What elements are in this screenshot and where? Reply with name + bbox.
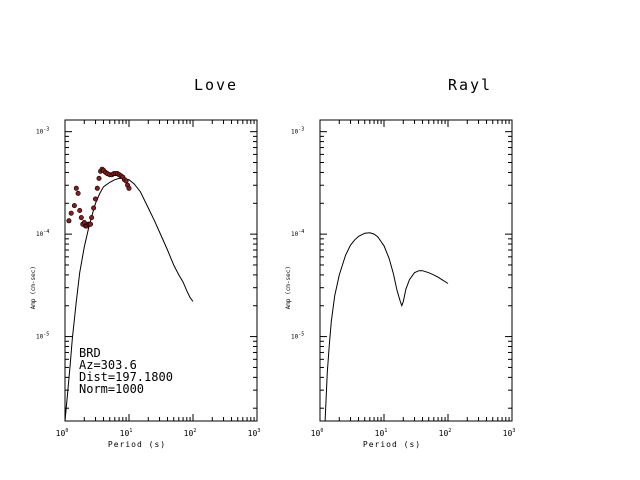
annotation-line: BRD (79, 346, 101, 360)
plot-frame (319, 119, 513, 422)
x-tick-label: 101 (375, 428, 388, 438)
y-tick-label: 10-4 (36, 229, 49, 238)
series-line (65, 177, 194, 421)
data-point (68, 210, 74, 216)
y-ticks (320, 131, 512, 409)
x-ticks (319, 120, 513, 421)
data-point (78, 215, 84, 221)
x-ticks (64, 120, 258, 421)
y-tick-label: 10-5 (36, 332, 49, 341)
data-point (89, 215, 95, 221)
panel-love: Love 100 101 102 103 10-3 10-4 10-5 Period (s) Am… (30, 76, 260, 449)
plot-area (65, 166, 194, 421)
plot-frame (64, 119, 258, 422)
annotation-line: Dist=197.1800 (79, 370, 173, 384)
x-tick-label: 103 (503, 428, 516, 438)
data-point (93, 196, 99, 202)
y-tick-label: 10-4 (291, 229, 304, 238)
x-tick-label: 101 (120, 428, 133, 438)
plot-area (324, 232, 449, 421)
data-point (66, 218, 72, 224)
series-line (324, 232, 449, 421)
data-point (126, 185, 132, 191)
data-point (73, 185, 79, 191)
y-axis-label: Amp (cm-sec) (285, 266, 292, 309)
x-axis-label: Period (s) (108, 440, 166, 449)
data-point (77, 208, 83, 214)
annotation-line: Az=303.6 (79, 358, 137, 372)
panel-rayl: Rayl 100 101 102 103 10-3 10-4 10-5 Period (s) Am… (285, 76, 515, 449)
y-tick-label: 10-3 (36, 127, 49, 136)
data-point (91, 205, 97, 211)
x-axis-label: Period (s) (363, 440, 421, 449)
y-tick-label: 10-3 (291, 127, 304, 136)
data-point (96, 175, 102, 181)
x-tick-label: 100 (56, 428, 69, 438)
y-axis-label: Amp (cm-sec) (30, 266, 37, 309)
data-point (88, 221, 94, 227)
data-point (75, 190, 81, 196)
x-tick-label: 100 (311, 428, 324, 438)
x-tick-label: 102 (184, 428, 197, 438)
scatter-series (66, 166, 132, 229)
chart-title: Rayl (448, 76, 492, 94)
annotation-line: Norm=1000 (79, 382, 144, 396)
data-point (71, 203, 77, 209)
x-tick-label: 102 (439, 428, 452, 438)
data-point (123, 178, 129, 184)
chart-title: Love (194, 76, 238, 94)
x-tick-label: 103 (248, 428, 261, 438)
y-tick-label: 10-5 (291, 332, 304, 341)
data-point (94, 185, 100, 191)
